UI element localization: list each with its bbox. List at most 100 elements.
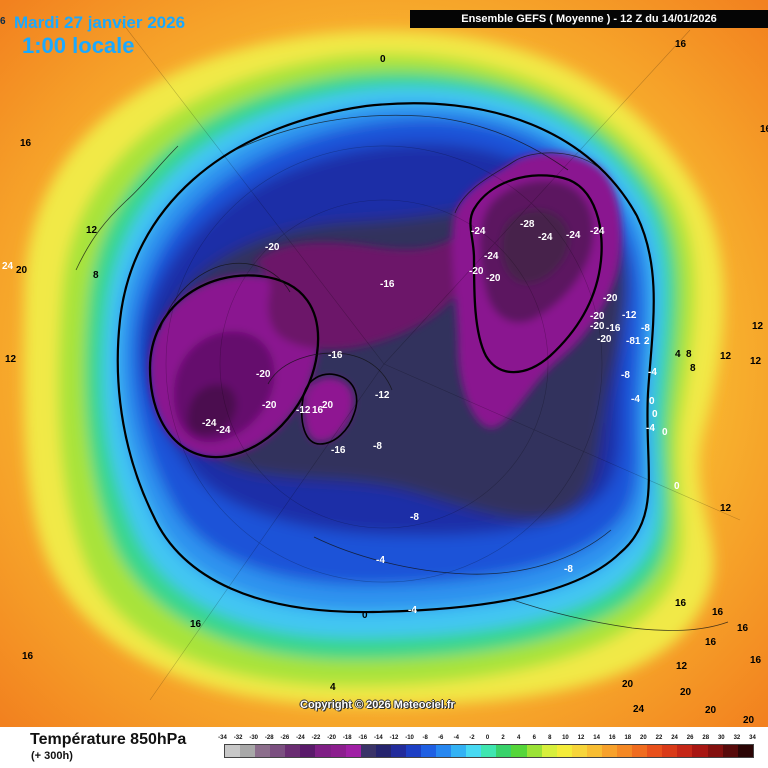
map-label-22: -28	[520, 219, 535, 230]
legend-label: -34	[218, 735, 227, 741]
grid-parallel-2	[165, 145, 603, 583]
map-label-13: -20	[262, 400, 277, 411]
map-label-16: -12	[296, 405, 311, 416]
legend-label: 12	[577, 735, 585, 741]
map-label-11: -16	[328, 350, 343, 361]
map-label-46: 0	[674, 481, 680, 492]
legend-swatch	[737, 745, 753, 757]
map-label-47: 4	[675, 349, 681, 360]
legend-label: 4	[517, 735, 521, 741]
legend-subtitle: (+ 300h)	[31, 750, 73, 762]
legend-label: -28	[264, 735, 274, 741]
coastline-greenland	[454, 152, 599, 214]
legend-label: -10	[405, 735, 414, 741]
map-label-53: 16	[675, 598, 687, 609]
map-label-62: 20	[705, 705, 717, 716]
map-label-67: -4	[408, 605, 417, 616]
map-label-9: -20	[265, 242, 280, 253]
map-label-31: -20	[590, 311, 605, 322]
map-label-3: 12	[86, 225, 98, 236]
coastlines	[75, 114, 729, 631]
map-label-25: -24	[566, 230, 581, 241]
legend-swatch	[617, 745, 633, 757]
legend-label: -26	[280, 735, 290, 741]
legend-swatch	[632, 745, 648, 757]
legend-swatch	[345, 745, 361, 757]
legend-swatch	[315, 745, 331, 757]
legend-swatch	[330, 745, 346, 757]
map-label-72: 16	[760, 124, 768, 135]
grid-meridian-1	[119, 19, 385, 365]
cold-core-fields	[150, 152, 622, 458]
legend-label: 34	[749, 735, 756, 741]
legend-swatch	[647, 745, 663, 757]
map-label-35: -8	[641, 323, 650, 334]
map-label-5: 20	[16, 265, 28, 276]
legend-label: 22	[655, 735, 663, 741]
map-label-4: 24	[2, 261, 14, 272]
forecast-local-time: 1:00 locale	[22, 33, 135, 58]
map-label-68: 0	[362, 610, 368, 621]
map-label-18: 20	[322, 400, 334, 411]
map-label-39: -8	[621, 370, 630, 381]
map-label-48: 8	[686, 349, 692, 360]
legend-label: 32	[733, 735, 741, 741]
legend-title: Température 850hPa	[30, 731, 187, 748]
legend-swatch	[360, 745, 376, 757]
legend-swatch	[300, 745, 316, 757]
map-canvas	[0, 0, 768, 727]
map-label-45: 0	[662, 427, 668, 438]
legend-swatch	[481, 745, 497, 757]
map-label-60: 20	[680, 687, 692, 698]
legend-swatch	[662, 745, 678, 757]
legend-label: -20	[327, 735, 336, 741]
legend-swatch	[436, 745, 452, 757]
map-label-51: 8	[690, 363, 696, 374]
map-label-59: 20	[622, 679, 634, 690]
legend-label: -18	[342, 735, 352, 741]
map-label-23: -24	[471, 226, 486, 237]
contour-minus-24-greenland	[469, 174, 603, 374]
map-label-40: -4	[648, 367, 657, 378]
coastline-asia	[234, 114, 569, 171]
map-label-50: 12	[750, 356, 762, 367]
grid-meridian-4	[149, 363, 385, 701]
map-label-61: 24	[633, 704, 645, 715]
map-label-55: 16	[737, 623, 749, 634]
map-label-10: -16	[380, 279, 395, 290]
coastline-west-coast	[75, 145, 179, 271]
map-label-38: 2	[644, 336, 650, 347]
legend-swatch	[541, 745, 557, 757]
map-label-70: 4	[330, 682, 336, 693]
map-label-20: -12	[375, 390, 390, 401]
legend-swatch	[496, 745, 512, 757]
field-magenta-center	[254, 228, 472, 350]
legend-swatch	[285, 745, 301, 757]
map-label-26: -24	[590, 226, 605, 237]
map-label-29: -20	[486, 273, 501, 284]
legend-swatch	[707, 745, 723, 757]
legend-swatch	[601, 745, 618, 757]
legend-swatch	[677, 745, 693, 757]
coastline-arctic-islands	[267, 352, 393, 391]
legend-label: 18	[624, 735, 632, 741]
legend-label: 2	[501, 735, 505, 741]
map-label-12: -20	[256, 369, 271, 380]
map-label-56: 16	[705, 637, 717, 648]
legend-label: 8	[548, 735, 552, 741]
legend-swatch	[451, 745, 467, 757]
temperature-fields	[23, 31, 724, 706]
legend-label: 16	[608, 735, 616, 741]
legend-swatch	[270, 745, 286, 757]
legend-swatch	[240, 745, 256, 757]
map-label-64: 16	[22, 651, 34, 662]
map-label-8: 12	[752, 321, 764, 332]
legend-label: -32	[233, 735, 243, 741]
legend-label: 20	[640, 735, 647, 741]
legend-swatch	[255, 745, 271, 757]
map-label-34: -16	[606, 323, 621, 334]
grid-meridian-2	[383, 29, 691, 365]
legend-label: -4	[453, 735, 459, 741]
legend-swatch	[466, 745, 482, 757]
legend-label: 28	[702, 735, 710, 741]
